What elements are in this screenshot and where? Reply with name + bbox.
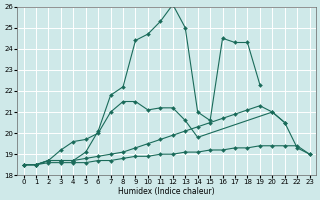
X-axis label: Humidex (Indice chaleur): Humidex (Indice chaleur) — [118, 187, 215, 196]
